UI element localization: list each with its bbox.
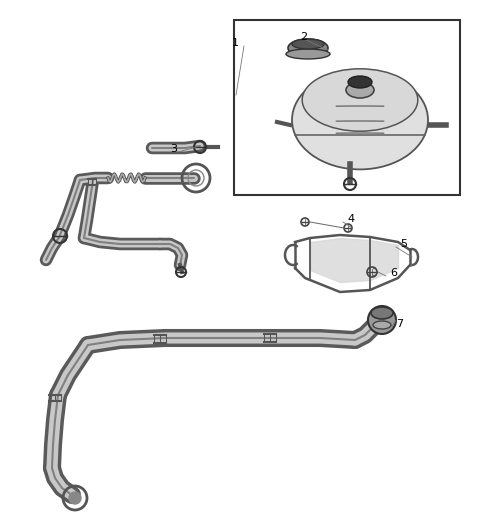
Text: 3: 3 bbox=[170, 144, 177, 154]
Ellipse shape bbox=[286, 49, 330, 59]
Text: 6: 6 bbox=[390, 268, 397, 278]
Ellipse shape bbox=[292, 39, 324, 49]
Ellipse shape bbox=[292, 71, 428, 169]
Ellipse shape bbox=[373, 321, 391, 329]
Ellipse shape bbox=[302, 69, 418, 131]
Text: 1: 1 bbox=[232, 38, 239, 48]
Ellipse shape bbox=[346, 82, 374, 98]
Ellipse shape bbox=[348, 76, 372, 88]
Ellipse shape bbox=[368, 306, 396, 334]
Ellipse shape bbox=[288, 39, 328, 57]
Text: 5: 5 bbox=[400, 239, 407, 249]
Text: 4: 4 bbox=[347, 214, 354, 224]
Ellipse shape bbox=[371, 307, 393, 319]
Bar bbox=[234, 20, 460, 195]
Circle shape bbox=[69, 492, 81, 504]
Text: 7: 7 bbox=[396, 319, 403, 329]
Text: 2: 2 bbox=[300, 32, 307, 42]
